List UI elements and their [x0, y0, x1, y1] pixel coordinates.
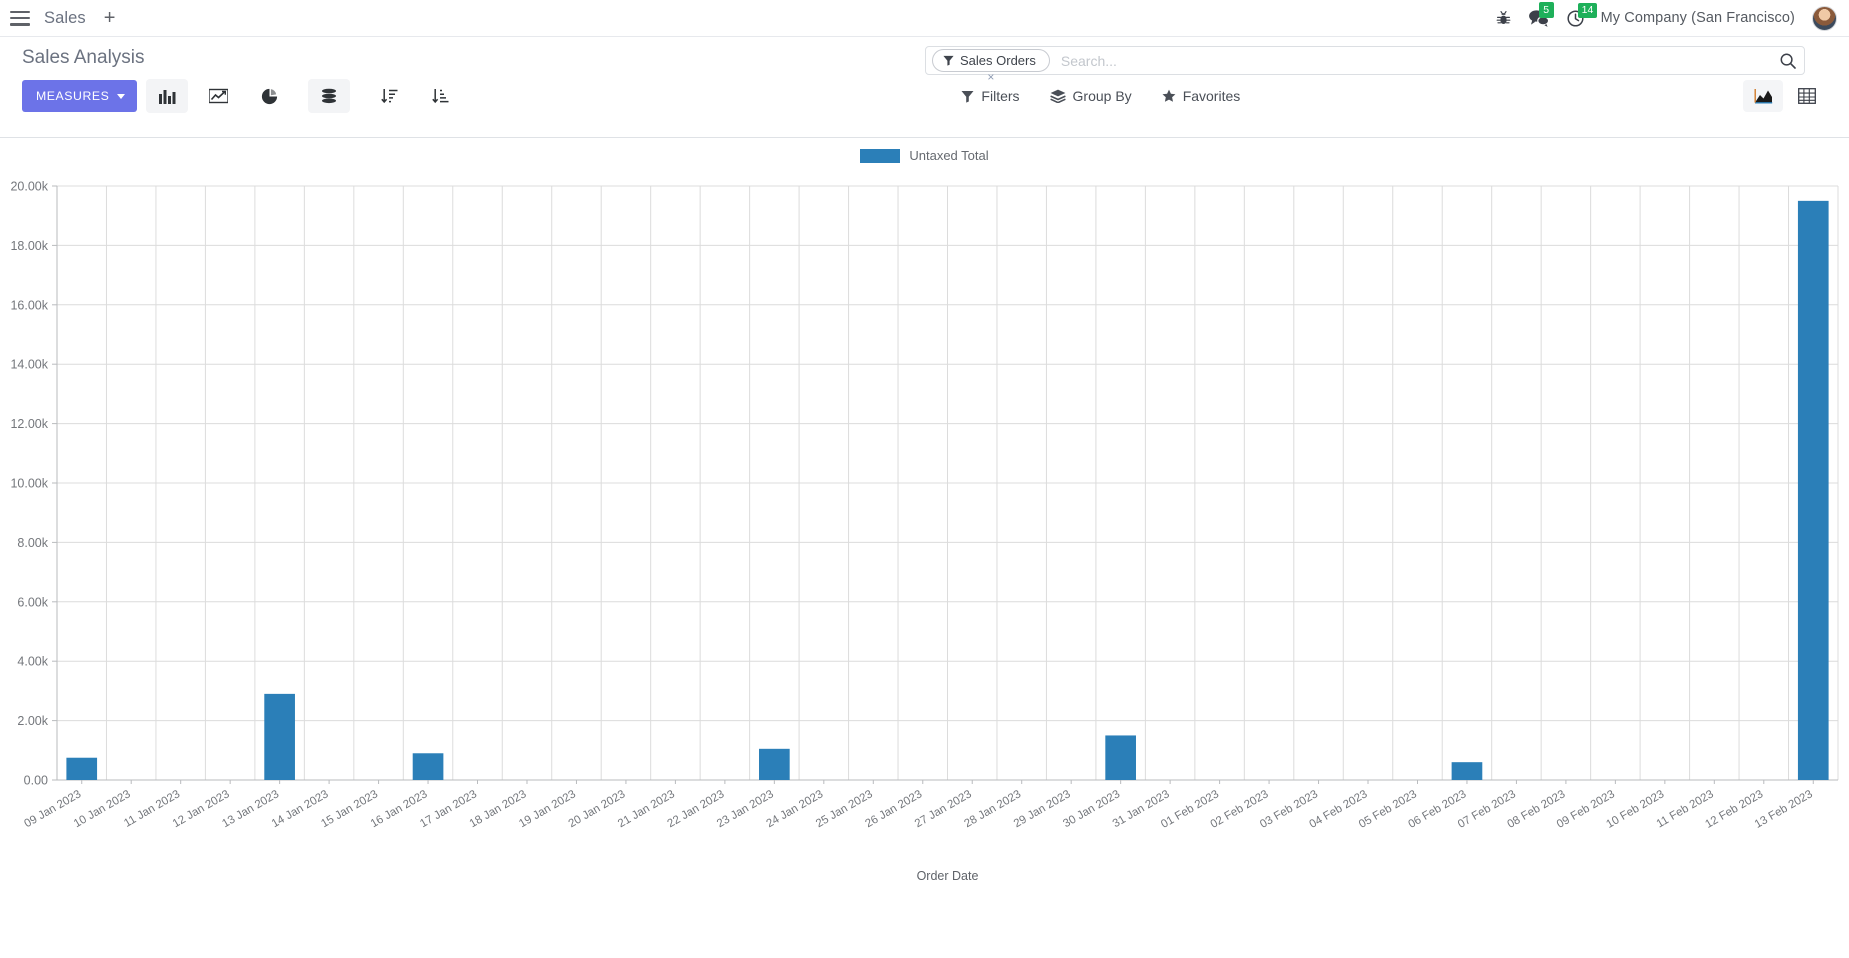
view-switcher — [1743, 80, 1827, 112]
x-axis-title: Order Date — [917, 869, 979, 883]
clock-icon — [1567, 9, 1584, 27]
sort-ascending-icon[interactable] — [419, 79, 461, 113]
chart-bar[interactable] — [1797, 200, 1829, 781]
page-title: Sales Analysis — [22, 47, 145, 68]
star-icon — [1162, 89, 1176, 102]
chart-bar[interactable] — [1105, 735, 1136, 780]
legend-swatch-untaxed-total — [860, 148, 901, 163]
y-axis-tick-label: 8.00k — [17, 536, 48, 550]
navbar-right-group: 5 14 My Company (San Francisco) — [1496, 2, 1837, 31]
y-axis-tick-label: 0.00 — [24, 774, 48, 788]
layers-icon — [1049, 89, 1066, 103]
bug-icon[interactable] — [1496, 10, 1511, 27]
control-panel-row: MEASURES — [22, 79, 1827, 113]
user-avatar[interactable] — [1812, 5, 1837, 31]
y-axis-tick-label: 2.00k — [17, 714, 48, 728]
chart-bar[interactable] — [412, 753, 444, 780]
bar-chart-icon[interactable] — [146, 79, 189, 113]
pivot-view-icon[interactable] — [1787, 80, 1827, 112]
chart-legend: Untaxed Total — [0, 138, 1849, 163]
y-axis-tick-label: 12.00k — [10, 417, 48, 431]
chart-bar[interactable] — [66, 757, 98, 780]
graph-view: Untaxed Total 0.00 2.00k 4.00k 6.00k 8.00k 10… — [0, 138, 1849, 958]
activities-badge: 14 — [1577, 2, 1598, 18]
graph-view-icon[interactable] — [1743, 80, 1783, 112]
line-chart-icon[interactable] — [197, 79, 239, 113]
bar-chart-svg[interactable]: 0.00 2.00k 4.00k 6.00k 8.00k 10.00k 12.00k 14.0… — [0, 174, 1849, 958]
top-navbar: Sales + 5 14 My Comp — [0, 0, 1849, 37]
y-axis-tick-label: 10.00k — [10, 477, 48, 491]
search-bar[interactable]: Sales Orders × — [925, 46, 1805, 84]
pie-chart-icon[interactable] — [248, 79, 290, 113]
messages-button[interactable]: 5 — [1528, 2, 1554, 27]
filters-button[interactable]: Filters — [961, 88, 1020, 104]
search-input[interactable] — [1049, 52, 1780, 69]
chevron-down-icon — [117, 93, 126, 99]
hamburger-icon[interactable] — [10, 10, 30, 26]
y-axis-tick-label: 6.00k — [17, 595, 48, 609]
filter-funnel-icon — [943, 55, 954, 66]
control-panel: Sales Analysis MEASURES — [0, 37, 1849, 138]
y-axis-tick-label: 16.00k — [10, 298, 48, 312]
remove-facet-icon[interactable]: × — [987, 70, 995, 84]
chart-bar[interactable] — [759, 748, 790, 780]
magnifier-icon[interactable] — [1780, 53, 1796, 69]
company-name[interactable]: My Company (San Francisco) — [1600, 10, 1795, 26]
legend-label-untaxed-total: Untaxed Total — [909, 148, 989, 163]
chart-plot-area: 0.00 2.00k 4.00k 6.00k 8.00k 10.00k 12.00k 14.0… — [0, 174, 1849, 958]
sort-descending-icon[interactable] — [368, 79, 410, 113]
measures-button[interactable]: MEASURES — [22, 80, 138, 112]
y-axis-tick-label: 18.00k — [10, 239, 48, 253]
messages-badge: 5 — [1538, 2, 1554, 18]
y-axis-tick-label: 20.00k — [10, 180, 48, 194]
groupby-label: Group By — [1072, 88, 1132, 104]
chart-bar[interactable] — [264, 693, 295, 780]
app-name[interactable]: Sales — [44, 8, 86, 27]
new-record-plus-icon[interactable]: + — [103, 7, 116, 29]
filter-funnel-icon — [961, 90, 974, 103]
measures-label: MEASURES — [36, 89, 110, 103]
search-options-group: Filters Group By Favorites — [961, 88, 1240, 104]
y-axis-tick-label: 14.00k — [10, 358, 48, 372]
filters-label: Filters — [981, 88, 1020, 104]
y-axis-tick-label: 4.00k — [17, 655, 48, 669]
stacked-bar-icon[interactable] — [308, 79, 351, 113]
chart-bar[interactable] — [1451, 762, 1483, 780]
favorites-button[interactable]: Favorites — [1162, 88, 1241, 104]
navbar-left-group: Sales + — [10, 8, 119, 28]
favorites-label: Favorites — [1182, 88, 1241, 104]
groupby-button[interactable]: Group By — [1049, 88, 1132, 104]
search-facet-label: Sales Orders — [960, 53, 1036, 68]
search-facet-sales-orders[interactable]: Sales Orders × — [932, 49, 1050, 84]
activities-button[interactable]: 14 — [1567, 2, 1598, 27]
